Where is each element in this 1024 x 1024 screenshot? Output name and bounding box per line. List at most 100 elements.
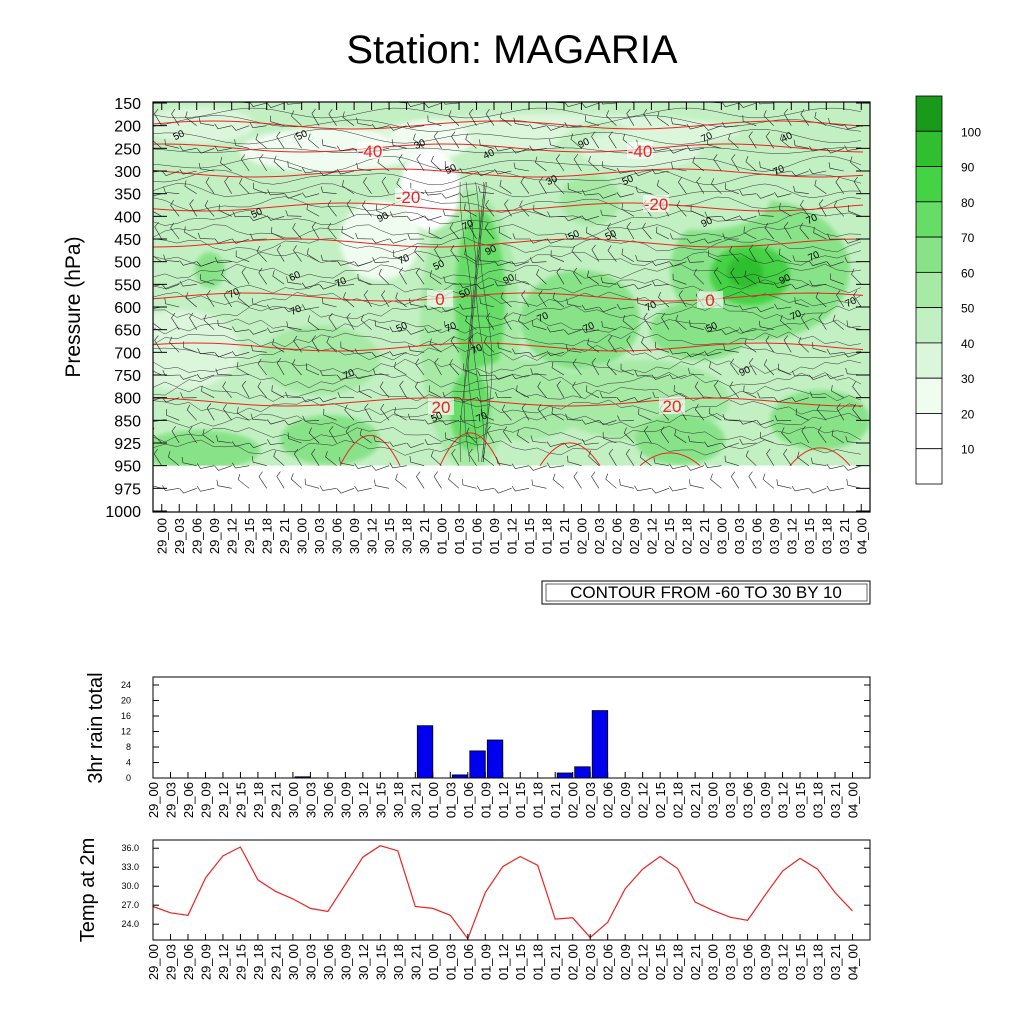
- wind-barb: [320, 254, 337, 262]
- wind-barb: [319, 397, 337, 403]
- wind-barb: [567, 455, 582, 466]
- wind-barb: [764, 222, 775, 240]
- temperature-label-bg: [659, 397, 685, 414]
- humidity-contour-line: [153, 237, 862, 253]
- humidity-contour-line: [153, 412, 862, 429]
- rain-y-axis-label: 3hr rain total: [85, 672, 107, 783]
- wind-barb: [760, 432, 774, 444]
- x-tick-label: 01_12: [496, 782, 511, 818]
- wind-barb: [693, 268, 705, 285]
- wind-barb: [658, 291, 670, 308]
- wind-barb: [249, 122, 267, 129]
- wind-barb: [179, 260, 197, 266]
- wind-barb: [267, 439, 285, 445]
- wind-barb: [616, 192, 634, 198]
- wind-barb: [581, 215, 599, 221]
- wind-barb: [791, 170, 809, 177]
- wind-barb: [643, 312, 652, 330]
- wind-barb: [476, 397, 495, 403]
- wind-barb: [196, 261, 215, 267]
- wind-barb: [696, 176, 705, 194]
- wind-barb: [795, 408, 809, 421]
- wind-barb: [308, 427, 320, 444]
- wind-barb: [793, 139, 809, 149]
- wind-barb: [372, 257, 390, 264]
- wind-barb: [486, 426, 495, 444]
- wind-barb: [161, 397, 180, 403]
- wind-barb: [669, 463, 687, 470]
- wind-barb: [476, 485, 495, 492]
- wind-barb: [180, 392, 197, 399]
- wind-barb: [686, 145, 704, 152]
- wind-barb: [546, 350, 565, 357]
- wind-barb: [553, 178, 565, 194]
- wind-barb: [581, 102, 599, 108]
- wind-barb: [224, 176, 232, 194]
- y-tick-label: 700: [114, 345, 141, 362]
- colorbar: 100 90 80 70 60 50 40 30 20 10: [915, 95, 981, 485]
- x-tick-label: 03_00: [706, 782, 721, 818]
- wind-barb: [499, 111, 512, 126]
- x-tick-label: 02_12: [644, 518, 659, 554]
- wind-barb: [171, 108, 180, 126]
- wind-barb: [319, 170, 337, 177]
- wind-barb: [723, 344, 739, 353]
- x-tick-label: 29_21: [277, 518, 292, 554]
- wind-barb: [651, 168, 669, 175]
- wind-barb: [327, 222, 337, 240]
- wind-barb: [189, 199, 197, 217]
- humidity-contours: [153, 107, 862, 463]
- wind-barb: [340, 341, 355, 353]
- colorbar-swatch: [915, 448, 943, 485]
- wind-barb: [356, 117, 372, 126]
- x-tick-label: 03_03: [732, 518, 747, 554]
- wind-barb: [218, 204, 232, 217]
- wind-barb: [758, 102, 774, 105]
- chart-title: Station: MAGARIA: [346, 28, 678, 72]
- wind-barb: [555, 154, 565, 172]
- wind-barb: [690, 204, 705, 217]
- humidity-region: [195, 252, 225, 288]
- wind-barb: [538, 290, 547, 308]
- wind-barb: [529, 465, 547, 471]
- wind-barb: [814, 179, 827, 194]
- wind-barb: [723, 298, 739, 308]
- wind-barb: [441, 306, 460, 313]
- wind-barb: [201, 385, 215, 398]
- wind-barb: [655, 341, 669, 353]
- wind-barb: [409, 298, 425, 308]
- wind-barb: [380, 403, 390, 421]
- wind-barb: [531, 479, 547, 489]
- colorbar-swatch: [915, 377, 943, 414]
- wind-barb: [585, 115, 599, 126]
- wind-barb: [188, 426, 197, 444]
- x-tick-label: 03_15: [793, 782, 808, 818]
- temp-y-axis-label: Temp at 2m: [77, 838, 99, 942]
- wind-barb: [669, 148, 687, 154]
- wind-barb: [305, 363, 320, 376]
- x-tick-label: 01_06: [461, 782, 476, 818]
- x-tick-label: 03_03: [723, 944, 738, 980]
- wind-barb: [774, 167, 792, 174]
- wind-barb: [721, 102, 739, 108]
- temperature-contour-label: -40: [628, 142, 653, 161]
- wind-barb: [826, 373, 844, 380]
- wind-barb: [638, 408, 652, 421]
- wind-barb: [258, 471, 267, 489]
- x-tick-label: 30_09: [347, 518, 362, 554]
- wind-barb: [427, 115, 442, 126]
- wind-barb: [599, 392, 617, 399]
- wind-barb: [329, 426, 337, 444]
- wind-barb: [202, 429, 215, 444]
- wind-barb: [459, 397, 477, 403]
- wind-barb: [485, 108, 495, 126]
- x-tick-label: 01_00: [435, 518, 450, 554]
- wind-barb: [678, 177, 687, 194]
- x-tick-label: 30_21: [417, 518, 432, 554]
- x-tick-label: 01_18: [531, 782, 546, 818]
- wind-barb: [413, 133, 425, 149]
- wind-barb: [859, 102, 862, 104]
- humidity-contour-line: [153, 115, 862, 132]
- wind-barb: [322, 297, 337, 308]
- humidity-fill: [153, 102, 870, 512]
